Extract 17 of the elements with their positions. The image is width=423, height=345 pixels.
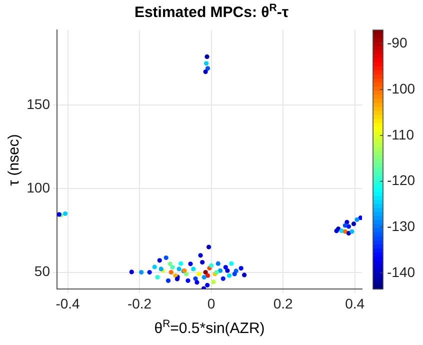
x-tick-label: 0.2 <box>273 295 293 312</box>
color-bar-label: -100 <box>387 80 416 96</box>
chart-title: Estimated MPCs: θ$^{R}$-τ <box>133 2 290 21</box>
color-bar-label: -110 <box>387 126 414 142</box>
x-axis-title: θ$^{R}$=0.5*sin(AZR) <box>153 318 266 337</box>
color-bar-label: -90 <box>387 34 408 51</box>
color-bar-label: -120 <box>387 172 416 188</box>
y-tick-label: 150 <box>26 96 50 112</box>
y-tick-label: 100 <box>26 180 50 196</box>
y-tick-label: 50 <box>34 263 50 280</box>
x-tick-label: -0.2 <box>127 295 152 312</box>
y-axis-title: τ (nsec) <box>6 134 22 186</box>
x-tick-label: 0 <box>207 295 216 312</box>
x-tick-label: 0.4 <box>345 295 365 312</box>
color-bar-label: -130 <box>387 218 416 234</box>
color-bar-label: -140 <box>387 264 416 280</box>
x-tick-label: -0.4 <box>56 295 80 312</box>
